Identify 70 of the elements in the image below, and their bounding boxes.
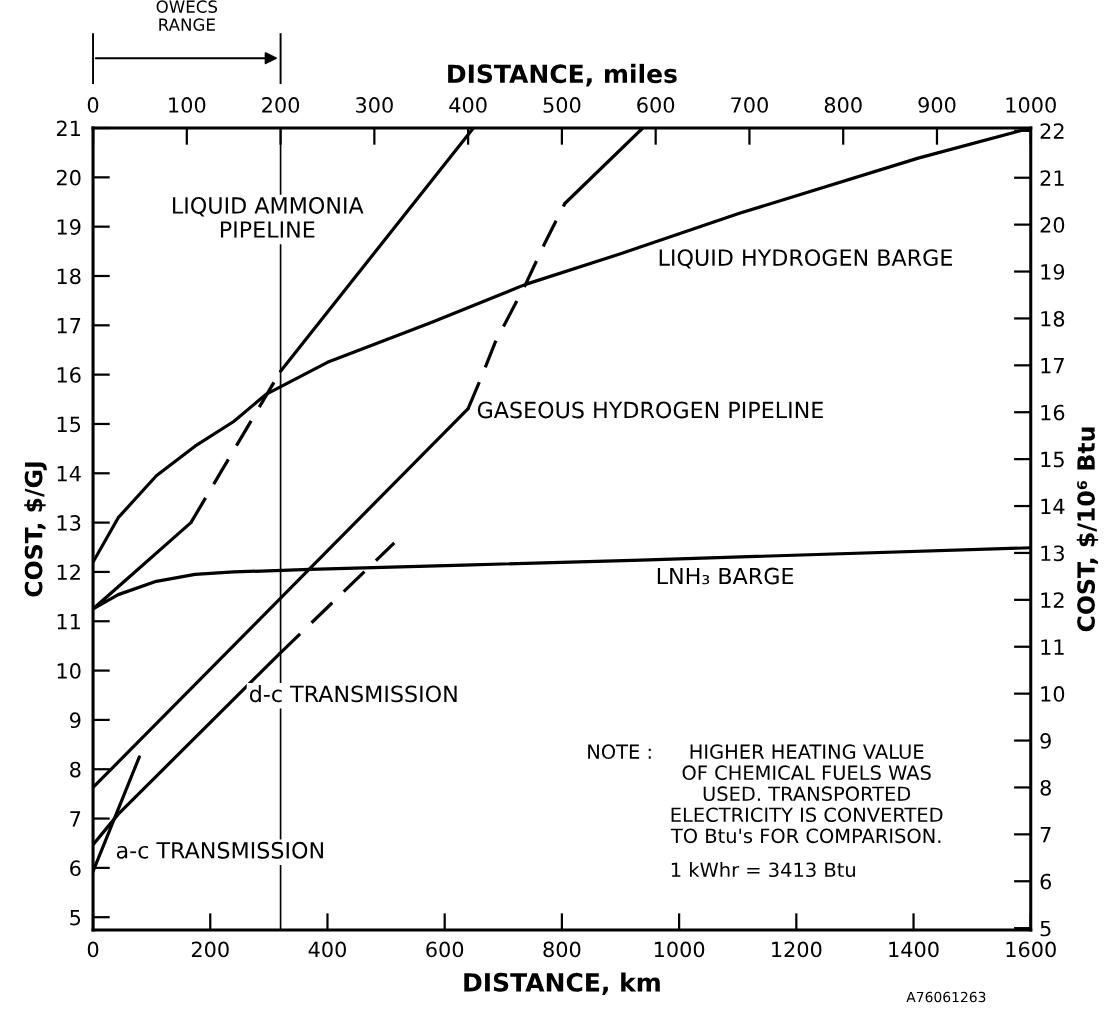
annotation: 1 kWhr = 3413 Btu	[671, 862, 855, 878]
x2-axis-title: DISTANCE, miles	[448, 63, 677, 87]
y-tick-label: 20	[56, 169, 81, 186]
x-tick-label: 200	[191, 941, 229, 958]
y2-tick-label: 9	[1040, 733, 1051, 749]
y-tick-label: 5	[70, 909, 81, 926]
y-tick-label: 12	[57, 564, 80, 580]
text: OWECS RANGE	[156, 0, 218, 31]
y2-tick-label: 19	[1041, 263, 1065, 280]
y2-tick-label: 6	[1040, 873, 1052, 890]
x2-tick-label: 200	[262, 97, 300, 113]
x2-tick-label: 900	[918, 97, 956, 113]
x2-tick-label: 400	[449, 97, 487, 113]
x-tick-label: 0	[87, 941, 99, 958]
x2-tick-label: 700	[731, 97, 768, 113]
y-axis-title: COST, $/GJ	[24, 462, 47, 597]
x-tick-label: 1200	[772, 941, 822, 958]
y2-tick-label: 14	[1041, 498, 1065, 514]
y-tick-label: 13	[57, 515, 81, 531]
y2-tick-label: 15	[1041, 451, 1064, 468]
x2-tick-label: 0	[87, 97, 99, 113]
annotation: LIQUID AMMONIA PIPELINE	[173, 197, 364, 238]
y2-tick-label: 7	[1040, 827, 1051, 843]
y-tick-label: 7	[70, 811, 81, 827]
y-tick-label: 9	[69, 712, 81, 729]
x-tick-label: 1400	[889, 941, 939, 958]
y-tick-label: 11	[57, 613, 81, 630]
y-tick-label: 17	[57, 318, 81, 334]
y2-tick-label: 5	[1040, 920, 1051, 937]
y2-tick-label: 11	[1041, 639, 1064, 655]
y-tick-label: 10	[57, 663, 81, 679]
y2-tick-label: 18	[1041, 310, 1065, 327]
y2-tick-label: 20	[1040, 217, 1065, 233]
y2-tick-label: 8	[1040, 779, 1051, 796]
y-tick-label: 16	[57, 367, 81, 383]
x2-tick-label: 600	[637, 97, 675, 113]
x-tick-label: 1600	[1006, 941, 1056, 958]
y2-axis-title: COST, $/10⁶ Btu	[1076, 427, 1099, 632]
x-tick-label: 400	[308, 941, 346, 958]
y2-tick-label: 21	[1040, 170, 1064, 186]
x2-tick-label: 500	[543, 97, 581, 113]
x-tick-label: 1000	[654, 941, 705, 958]
y2-tick-label: 12	[1041, 592, 1064, 608]
y-tick-label: 14	[57, 466, 81, 482]
annotation: NOTE :	[588, 744, 651, 760]
y2-tick-label: 16	[1041, 404, 1065, 421]
y2-tick-label: 13	[1041, 545, 1064, 562]
y2-tick-label: 10	[1041, 686, 1065, 702]
x2-tick-label: 800	[824, 97, 862, 113]
y2-tick-label: 22	[1040, 123, 1064, 139]
x2-tick-label: 1000	[1006, 97, 1056, 113]
annotation: GASEOUS HYDROGEN PIPELINE	[477, 401, 823, 419]
text: A76061263	[906, 991, 986, 1003]
y-tick-label: 15	[57, 416, 81, 433]
annotation: d-c TRANSMISSION	[249, 685, 457, 703]
x-tick-label: 800	[543, 941, 581, 958]
annotation: HIGHER HEATING VALUE OF CHEMICAL FUELS WAS USED. TRANSPORTED ELECTRICITY IS CONVERTED TO Btu's FOR COMPARISON.	[670, 744, 943, 844]
annotation: LIQUID HYDROGEN BARGE	[659, 249, 952, 269]
y-tick-label: 21	[56, 120, 81, 136]
x-tick-label: 600	[426, 941, 464, 958]
x-axis-title: DISTANCE, km	[464, 972, 660, 995]
y-tick-label: 19	[57, 219, 81, 235]
y2-tick-label: 17	[1041, 358, 1064, 374]
y-tick-label: 6	[70, 860, 81, 877]
annotation: LNH₃ BARGE	[657, 567, 794, 585]
x2-tick-label: 100	[169, 97, 206, 113]
x2-tick-label: 300	[356, 97, 393, 113]
annotation: a-c TRANSMISSION	[116, 841, 323, 859]
y-tick-label: 8	[70, 761, 81, 778]
y-tick-label: 18	[57, 268, 81, 285]
